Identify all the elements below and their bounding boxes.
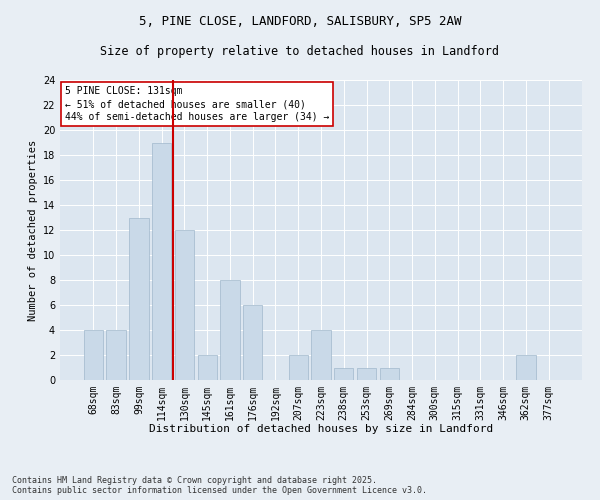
- Bar: [380, 368, 399, 380]
- Text: 5, PINE CLOSE, LANDFORD, SALISBURY, SP5 2AW: 5, PINE CLOSE, LANDFORD, SALISBURY, SP5 …: [139, 15, 461, 28]
- Y-axis label: Number of detached properties: Number of detached properties: [28, 140, 38, 320]
- Bar: [357, 368, 376, 380]
- Bar: [243, 305, 262, 380]
- Bar: [175, 230, 194, 380]
- Text: Size of property relative to detached houses in Landford: Size of property relative to detached ho…: [101, 45, 499, 58]
- X-axis label: Distribution of detached houses by size in Landford: Distribution of detached houses by size …: [149, 424, 493, 434]
- Bar: [516, 355, 536, 380]
- Text: Contains HM Land Registry data © Crown copyright and database right 2025.
Contai: Contains HM Land Registry data © Crown c…: [12, 476, 427, 495]
- Bar: [152, 142, 172, 380]
- Bar: [289, 355, 308, 380]
- Bar: [220, 280, 239, 380]
- Bar: [197, 355, 217, 380]
- Bar: [334, 368, 353, 380]
- Bar: [129, 218, 149, 380]
- Bar: [311, 330, 331, 380]
- Bar: [84, 330, 103, 380]
- Text: 5 PINE CLOSE: 131sqm
← 51% of detached houses are smaller (40)
44% of semi-detac: 5 PINE CLOSE: 131sqm ← 51% of detached h…: [65, 86, 329, 122]
- Bar: [106, 330, 126, 380]
